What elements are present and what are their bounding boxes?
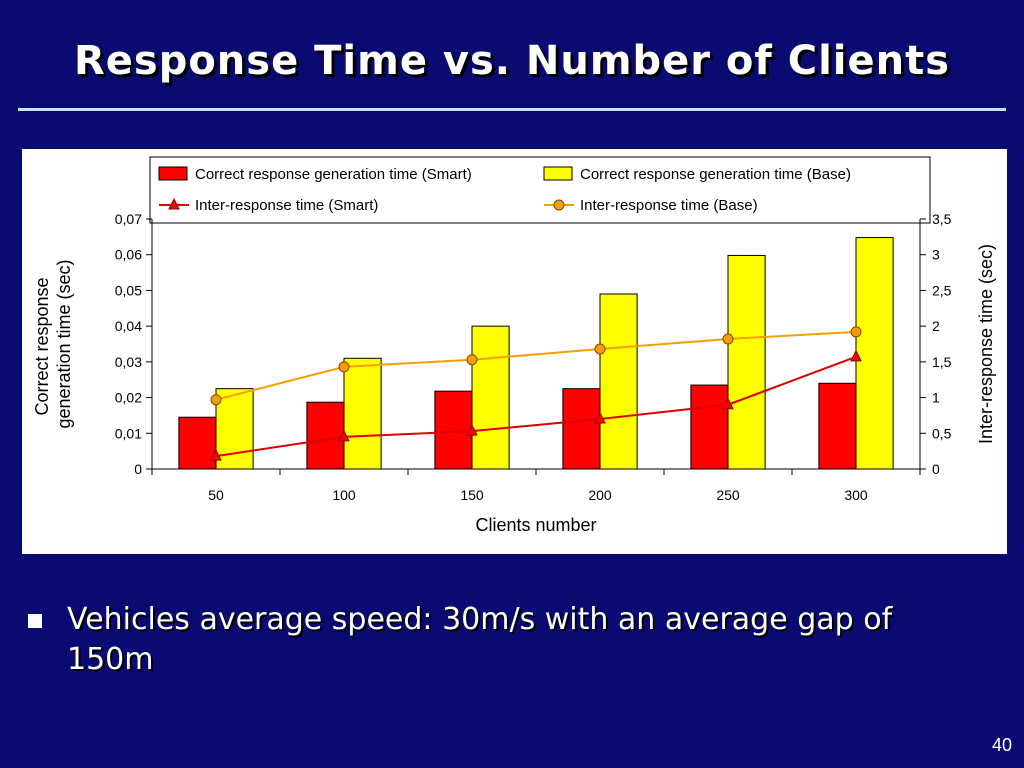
bar-base [599, 293, 638, 470]
point-base [722, 333, 734, 345]
point-smart [338, 429, 350, 442]
x-tick-label: 150 [460, 487, 484, 503]
bar-smart [818, 382, 857, 470]
bar-base [343, 357, 382, 470]
legend-label-base-bar: Correct response generation time (Base) [580, 166, 851, 183]
bar-smart [562, 388, 601, 470]
right-tick-label: 2,5 [932, 282, 952, 298]
legend-marker-smart [168, 197, 180, 210]
right-tick-label: 1,5 [932, 354, 952, 370]
right-tick-label: 3 [932, 247, 940, 263]
slide-title: Response Time vs. Number of Clients [73, 38, 951, 84]
point-base [850, 326, 862, 338]
right-tick-label: 3,5 [932, 211, 952, 227]
x-tick-label: 300 [844, 487, 868, 503]
x-tick-label: 50 [208, 487, 224, 503]
right-tick-label: 1 [932, 390, 940, 406]
bar-smart [306, 401, 345, 470]
bar-base [855, 237, 894, 470]
legend-label-smart-bar: Correct response generation time (Smart) [195, 166, 472, 183]
legend-marker-base [553, 199, 565, 211]
left-tick-label: 0,04 [115, 318, 142, 334]
point-smart [722, 397, 734, 410]
legend: Correct response generation time (Smart)… [149, 156, 931, 224]
bar-smart [690, 384, 729, 470]
point-smart [466, 424, 478, 436]
legend-label-base-line: Inter-response time (Base) [580, 197, 758, 214]
line-smart [215, 355, 857, 458]
left-tick-label: 0,06 [115, 247, 142, 263]
title-divider [18, 108, 1006, 111]
right-axis-label: Inter-response time (sec) [976, 244, 996, 444]
point-smart [594, 411, 606, 424]
point-base [338, 361, 350, 373]
point-base [594, 343, 606, 355]
legend-label-smart-line: Inter-response time (Smart) [195, 197, 378, 214]
left-tick-label: 0,05 [115, 282, 142, 298]
bullet-marker [28, 614, 42, 628]
x-tick-label: 250 [716, 487, 740, 503]
right-tick-label: 2 [932, 318, 940, 334]
point-smart [850, 349, 862, 362]
left-tick-label: 0,03 [115, 354, 142, 370]
bar-smart [178, 416, 217, 470]
point-base [466, 354, 478, 366]
line-base [215, 330, 857, 401]
page-number: 40 [991, 735, 1012, 755]
left-tick-label: 0 [134, 461, 142, 477]
right-tick-label: 0 [932, 461, 940, 477]
x-tick-label: 100 [332, 487, 356, 503]
left-tick-label: 0,07 [115, 211, 142, 227]
point-smart [210, 449, 222, 461]
point-base [210, 394, 222, 406]
x-axis-label: Clients number [475, 515, 596, 535]
bar-smart [434, 390, 473, 470]
left-tick-label: 0,01 [115, 425, 142, 441]
right-tick-label: 0,5 [932, 425, 952, 441]
response-time-chart: Correct response generation time (Smart)… [32, 156, 996, 535]
bar-base [471, 325, 510, 470]
x-tick-label: 200 [588, 487, 612, 503]
bar-base [215, 388, 254, 470]
legend-swatch-smart-bar [158, 166, 188, 181]
bullet-text: Vehicles average speed: 30m/s with an av… [67, 602, 893, 677]
chart-container: Correct response generation time (Smart)… [22, 149, 1007, 554]
left-axis-label: Correct response generation time (sec) [32, 259, 74, 428]
left-tick-label: 0,02 [115, 390, 142, 406]
bar-base [727, 254, 766, 470]
legend-swatch-base-bar [543, 166, 573, 181]
